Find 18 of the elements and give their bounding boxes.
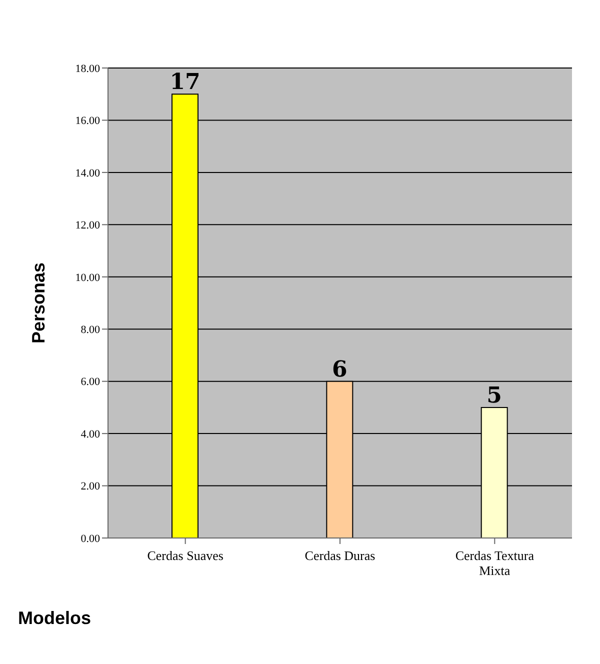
data-label: 5: [486, 382, 502, 408]
data-label: 17: [170, 69, 200, 96]
y-tick-label: 16.00: [75, 115, 100, 128]
y-tick-label: 2.00: [80, 480, 100, 493]
y-tick-label: 12.00: [75, 220, 100, 232]
x-tick-label: Cerdas Duras: [304, 548, 376, 563]
y-tick-label: 6.00: [80, 376, 100, 388]
y-tick-label: 10.00: [75, 272, 100, 284]
x-axis-title: Modelos: [18, 608, 92, 629]
y-tick-label: 14.00: [75, 167, 100, 180]
y-tick-label: 4.00: [80, 428, 100, 440]
y-tick-label: 18.00: [75, 62, 100, 75]
y-axis-title: Personas: [28, 262, 48, 344]
y-tick-label: 0.00: [80, 532, 100, 545]
data-label: 6: [332, 356, 348, 382]
y-tick-label: 8.00: [80, 324, 100, 336]
x-tick-label: Cerdas Textura Mixta: [455, 548, 534, 578]
x-tick-label: Cerdas Suaves: [147, 548, 224, 563]
